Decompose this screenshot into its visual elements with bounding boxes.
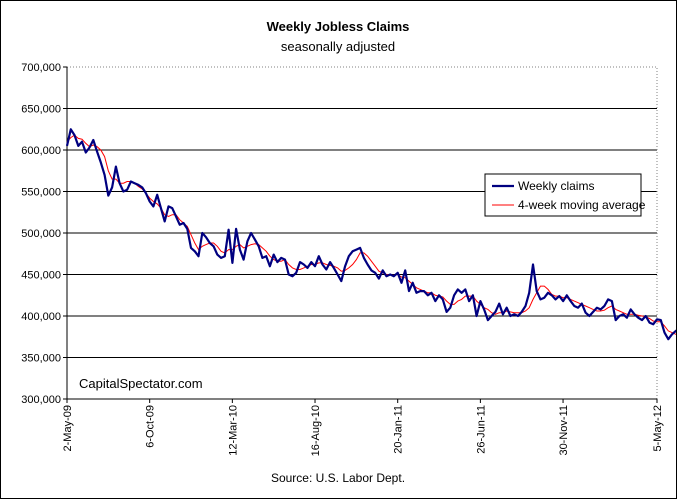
y-tick-label: 700,000	[21, 62, 61, 74]
series-line-weekly-claims	[65, 128, 676, 341]
legend-label-weekly-claims: Weekly claims	[518, 179, 594, 193]
gridlines	[67, 108, 657, 358]
x-tick-label: 20-Jan-11	[393, 405, 405, 454]
x-tick-label: 26-Jun-11	[475, 405, 487, 454]
x-tick-label: 5-May-12	[652, 405, 664, 451]
y-tick-label: 650,000	[21, 104, 61, 116]
legend-box	[484, 173, 642, 217]
x-tick-label: 6-Oct-09	[145, 405, 157, 448]
y-tick-label: 350,000	[21, 353, 61, 365]
y-axis-ticks: 300,000 350,000 400,000 450,000 500,000 550,0…	[21, 62, 67, 406]
y-tick-label: 300,000	[21, 394, 61, 406]
x-axis-ticks: 2-May-09 6-Oct-09 12-Mar-10 16-Aug-10 20-Jan…	[62, 399, 664, 456]
watermark-text: CapitalSpectator.com	[79, 376, 203, 391]
x-tick-label: 12-Mar-10	[227, 405, 239, 456]
chart-title: Weekly Jobless Claims	[267, 19, 410, 34]
chart-subtitle: seasonally adjusted	[281, 39, 395, 54]
y-tick-label: 450,000	[21, 270, 61, 282]
y-tick-label: 400,000	[21, 311, 61, 323]
y-tick-label: 600,000	[21, 145, 61, 157]
legend: Weekly claims 4-week moving average	[484, 173, 646, 217]
legend-label-moving-average: 4-week moving average	[518, 198, 646, 212]
y-tick-label: 550,000	[21, 187, 61, 199]
x-tick-label: 2-May-09	[62, 405, 74, 451]
x-tick-label: 30-Nov-11	[558, 405, 570, 456]
source-note: Source: U.S. Labor Dept.	[271, 471, 405, 485]
series-line-moving-average	[66, 134, 676, 335]
y-tick-label: 500,000	[21, 228, 61, 240]
x-tick-label: 16-Aug-10	[310, 405, 322, 456]
